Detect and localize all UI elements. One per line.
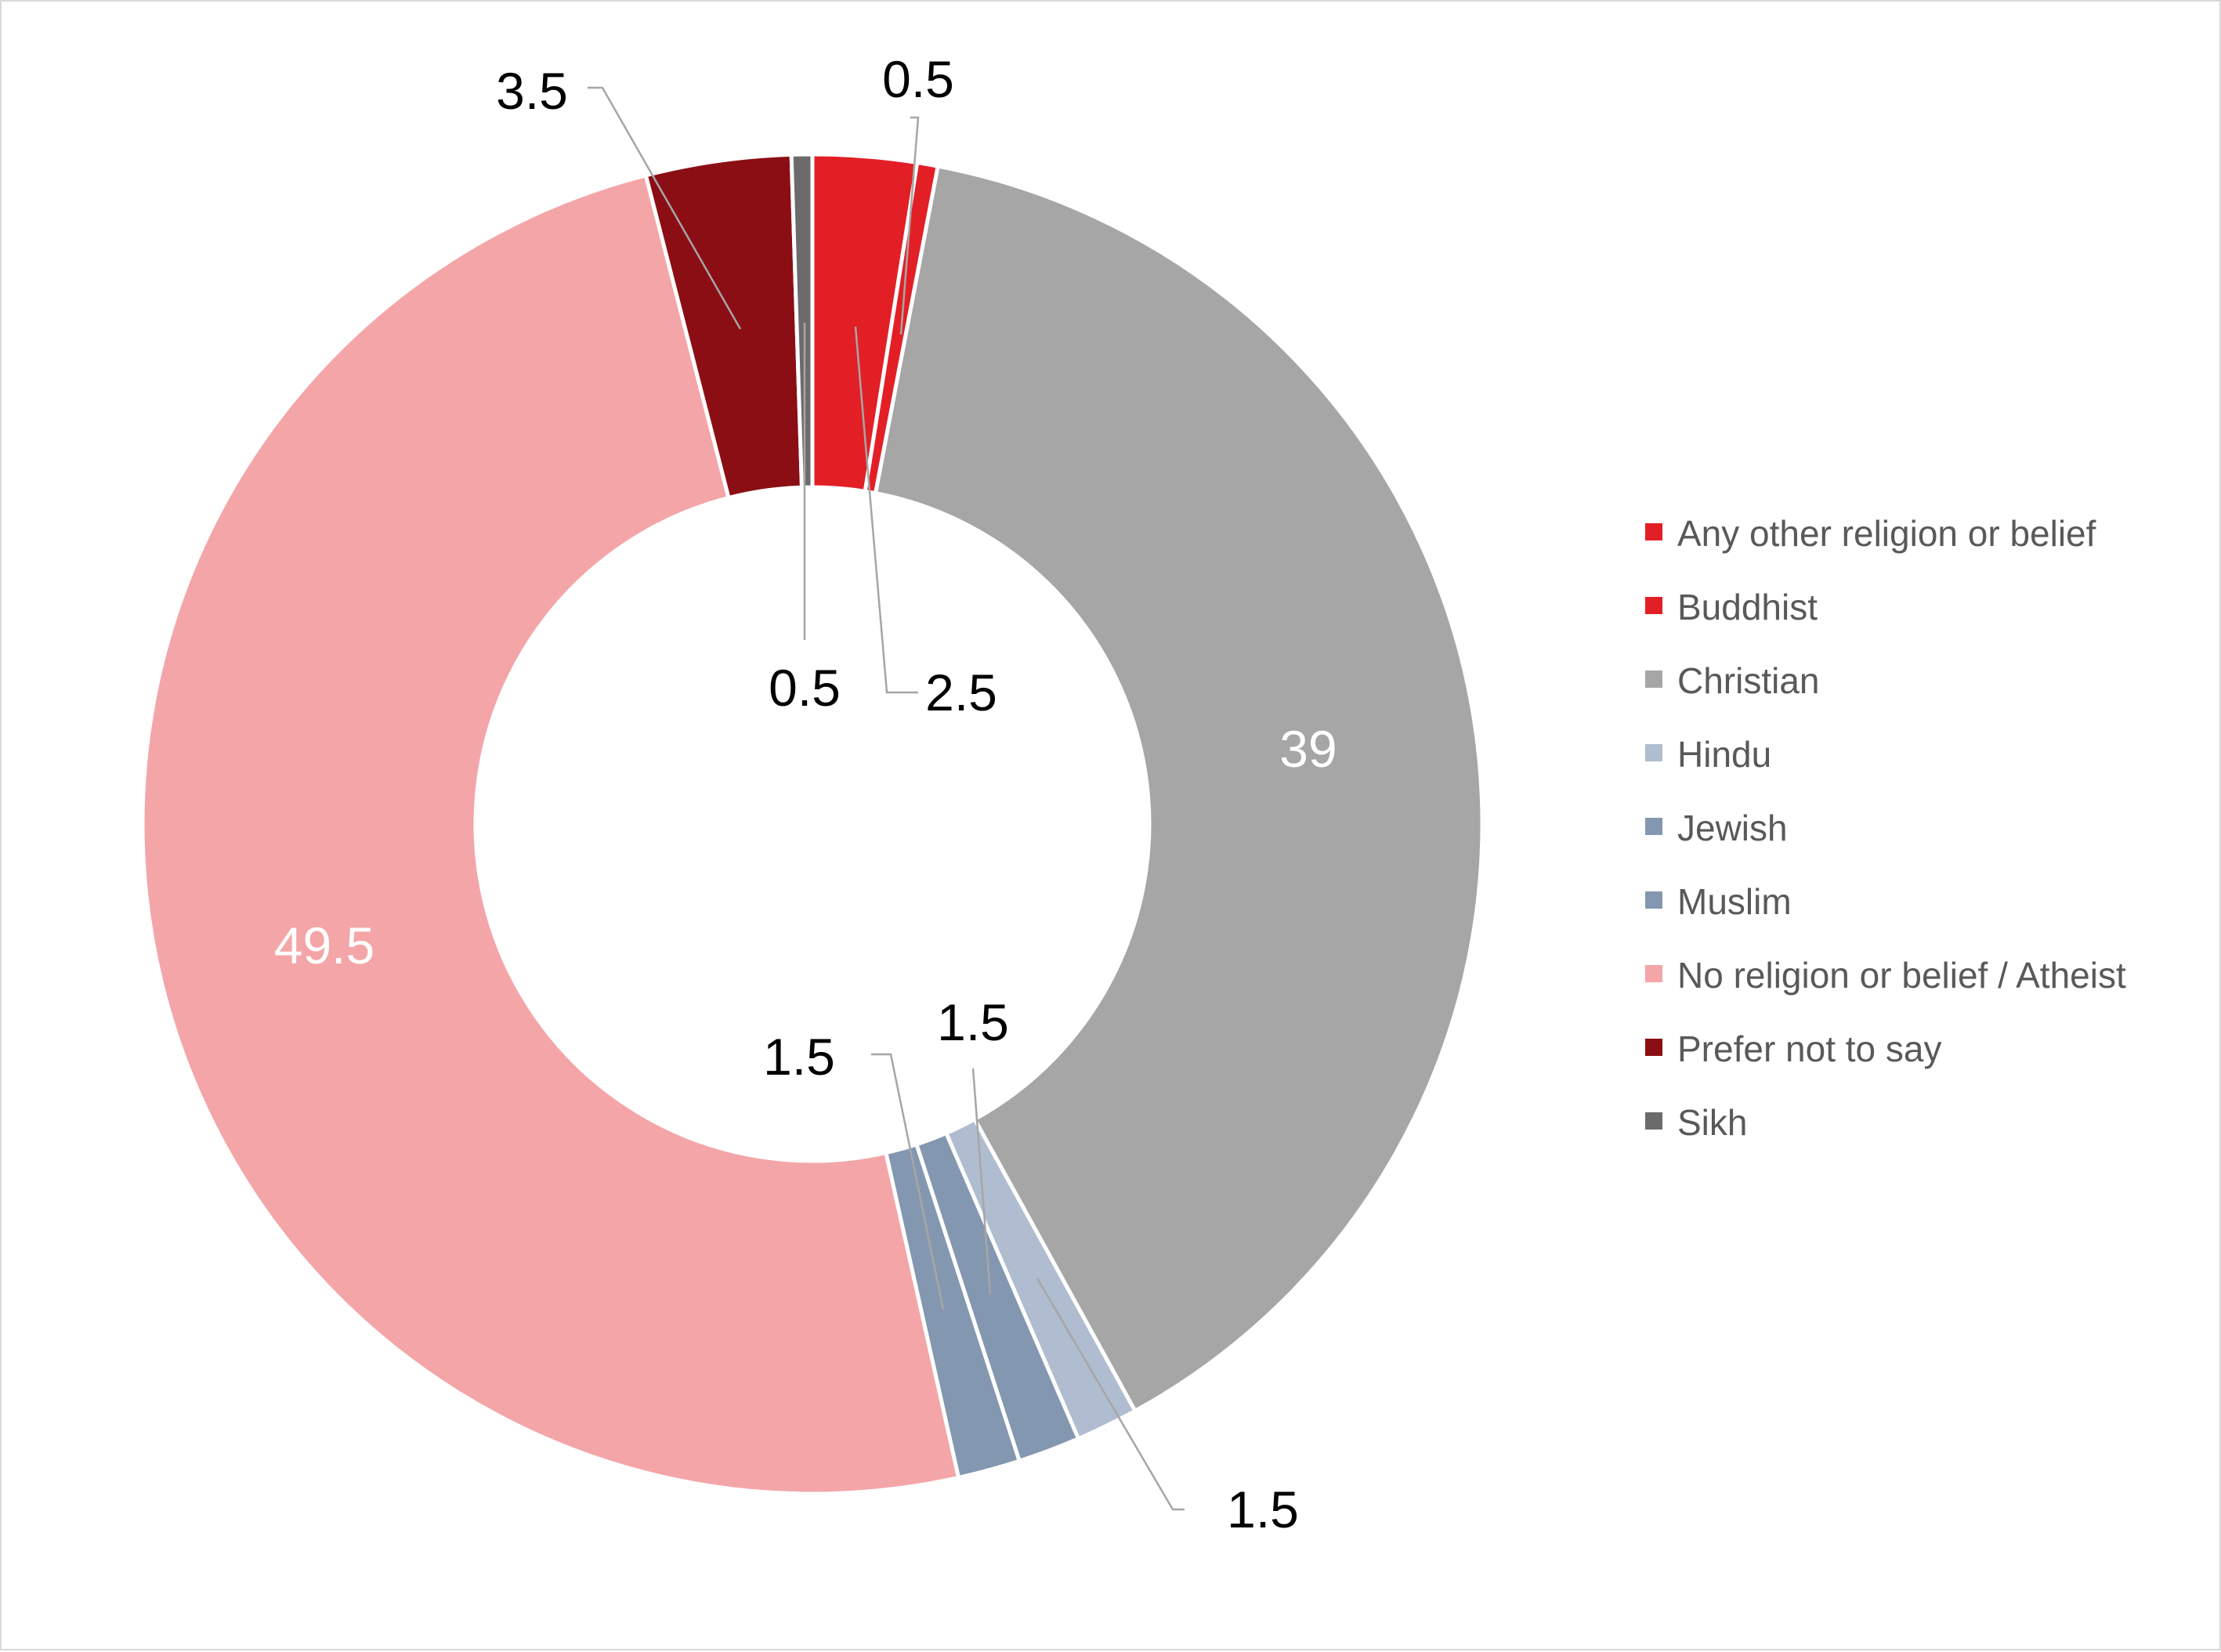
legend-item-hindu: Hindu [1645, 734, 1771, 775]
legend-label-sikh: Sikh [1677, 1102, 1747, 1143]
leader-line-jewish [971, 1068, 992, 1295]
legend-item-christian: Christian [1645, 660, 1820, 701]
legend-swatch-christian [1645, 671, 1662, 688]
legend-swatch-no-religion-or-belief-atheist [1645, 965, 1662, 982]
legend-swatch-hindu [1645, 744, 1662, 761]
slices-layer [140, 152, 1485, 1496]
legend-item-sikh: Sikh [1645, 1102, 1747, 1143]
legend-swatch-jewish [1645, 818, 1662, 835]
legend-label-jewish: Jewish [1677, 808, 1788, 848]
legend: Any other religion or belief Buddhist Chri… [1645, 513, 2126, 1143]
legend-swatch-sikh [1645, 1112, 1662, 1130]
data-labels: 2.5 0.5 39 1.5 1.5 1.5 49.5 3.5 0.5 [274, 50, 1337, 1538]
slice-sikh [789, 152, 815, 490]
slice-no-religion-or-belief-atheist [140, 172, 961, 1496]
data-label-any-other-religion-or-belief: 2.5 [925, 663, 997, 721]
data-label-prefer-not-to-say: 3.5 [496, 62, 568, 120]
legend-swatch-buddhist [1645, 597, 1662, 614]
legend-swatch-prefer-not-to-say [1645, 1039, 1662, 1056]
data-label-christian: 39 [1279, 720, 1337, 778]
legend-item-no-religion-or-belief-atheist: No religion or belief / Atheist [1645, 955, 2126, 996]
legend-label-any-other-religion-or-belief: Any other religion or belief [1677, 513, 2096, 554]
leader-line-muslim [871, 1053, 945, 1310]
legend-label-no-religion-or-belief-atheist: No religion or belief / Atheist [1677, 955, 2126, 996]
legend-label-muslim: Muslim [1677, 881, 1792, 922]
legend-swatch-any-other-religion-or-belief [1645, 523, 1662, 540]
data-label-buddhist: 0.5 [882, 50, 954, 108]
slice-christian [873, 164, 1485, 1414]
legend-label-hindu: Hindu [1677, 734, 1771, 775]
leader-line-prefer-not-to-say [588, 86, 742, 330]
legend-item-jewish: Jewish [1645, 808, 1788, 848]
data-label-jewish: 1.5 [937, 993, 1009, 1051]
leader-lines [588, 86, 1185, 1511]
legend-item-muslim: Muslim [1645, 881, 1792, 922]
data-label-hindu: 1.5 [1227, 1480, 1299, 1538]
leader-line-any-other-religion-or-belief [854, 326, 918, 694]
legend-label-prefer-not-to-say: Prefer not to say [1677, 1028, 1942, 1069]
legend-label-buddhist: Buddhist [1677, 587, 1818, 627]
data-label-sikh: 0.5 [769, 659, 841, 717]
legend-item-prefer-not-to-say: Prefer not to say [1645, 1028, 1942, 1069]
leader-line-hindu [1036, 1278, 1185, 1511]
legend-item-any-other-religion-or-belief: Any other religion or belief [1645, 513, 2096, 554]
legend-swatch-muslim [1645, 891, 1662, 909]
leader-line-buddhist [899, 116, 920, 335]
data-label-no-religion-or-belief-atheist: 49.5 [274, 916, 374, 974]
data-label-muslim: 1.5 [763, 1028, 835, 1086]
legend-item-buddhist: Buddhist [1645, 587, 1818, 627]
legend-label-christian: Christian [1677, 660, 1820, 701]
